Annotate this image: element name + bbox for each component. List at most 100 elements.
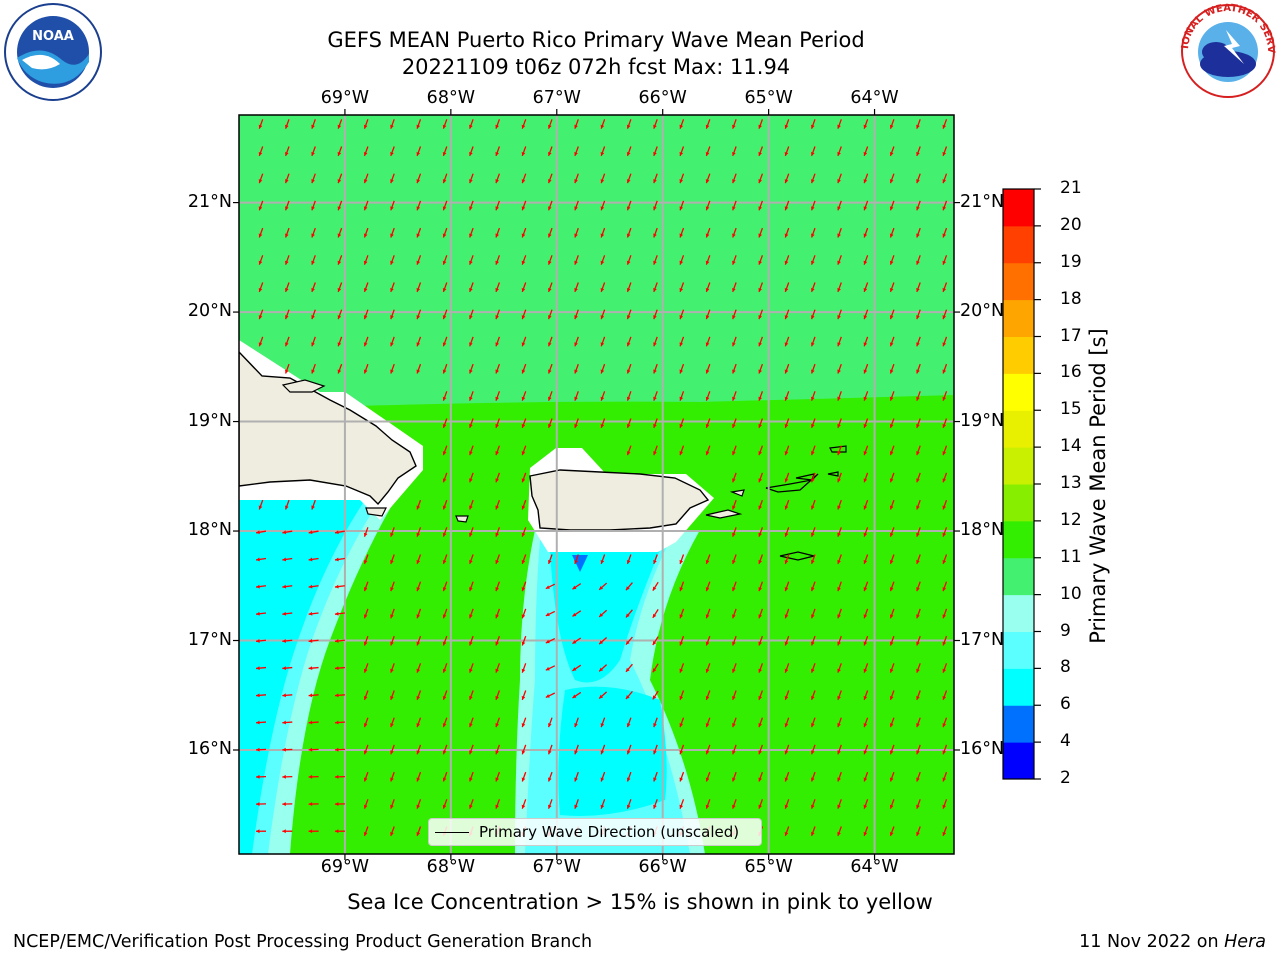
wave-arrow [442,336,448,347]
colorbar-tick-label: 18 [1060,288,1082,309]
wave-arrow [626,146,632,157]
wave-arrow [889,771,895,782]
wave-arrow [810,146,816,157]
wave-arrow [572,691,582,699]
wave-arrow [521,499,527,510]
wave-arrow [863,173,869,184]
wave-arrow [916,445,921,456]
wave-arrow [810,581,816,592]
wave-arrow [390,527,395,537]
wave-arrow [653,309,658,320]
wave-arrow [942,527,948,537]
wave-arrow [732,418,737,429]
wave-arrow [625,609,633,618]
wave-arrow [416,227,422,238]
wave-arrow [521,173,527,184]
wave-arrow [390,608,395,619]
wave-arrow [837,581,842,592]
wave-arrow [889,255,895,265]
wave-arrow [916,336,921,347]
wave-arrow [889,499,895,510]
wave-arrow [758,554,764,565]
wave-arrow [416,363,422,374]
tortuga-island [281,379,326,393]
wave-arrow [572,664,582,672]
wave-arrow [916,663,921,673]
wave-arrow [810,445,816,456]
wave-arrow [390,581,395,592]
colorbar-tick-label: 17 [1060,325,1082,346]
wave-arrow [705,336,711,347]
lon-label-bottom: 64°W [850,857,899,877]
wave-arrow [363,119,369,129]
wave-arrow [942,282,948,293]
wave-arrow [311,119,316,129]
wave-arrow [390,826,395,837]
wave-arrow [705,554,711,565]
wave-arrow [863,771,869,782]
wave-arrow [625,636,633,646]
wave-arrow [545,638,556,644]
wave-arrow [679,608,685,619]
wave-arrow [626,771,632,782]
wave-arrow [258,173,264,184]
wave-arrow [916,146,921,157]
wave-arrow [495,527,501,537]
colorbar-segment [1003,225,1034,264]
axis-ticks [233,109,960,860]
wave-arrow [784,663,790,673]
wave-arrow [308,584,319,589]
lon-label-top: 68°W [426,88,476,108]
wave-arrow [416,635,422,646]
lon-label-top: 64°W [850,88,899,108]
wave-arrow [442,635,448,646]
wave-arrow [547,282,553,293]
wave-arrow [574,799,579,809]
wave-arrow [652,581,659,591]
wave-arrow [416,690,422,701]
colorbar-segment [1003,484,1034,522]
wave-arrow [574,309,579,320]
wave-arrow [705,418,711,429]
wave-arrow [363,227,369,238]
wave-arrow [547,771,553,782]
wave-arrow [442,499,448,510]
lon-label-top: 69°W [320,88,370,108]
wave-arrow [653,336,658,347]
wave-arrow [282,557,293,562]
wave-arrow [732,309,737,320]
wave-arrow [469,309,474,320]
wave-arrow [363,363,369,374]
wave-arrow [574,255,579,265]
wave-arrow [889,472,895,483]
wave-arrow [255,720,267,725]
wave-arrow [837,527,842,537]
wave-arrow [758,363,764,374]
wave-arrow [255,747,267,752]
wave-arrow [547,173,553,184]
wave-arrow [495,499,501,510]
wave-arrow [495,717,501,728]
wave-arrow [705,391,711,401]
wave-arrow [784,146,790,157]
wave-arrow [705,146,711,157]
wave-arrow [784,363,790,374]
wave-arrow [810,690,816,701]
wave-arrow [284,146,290,157]
wave-arrow [732,255,737,265]
wave-arrow [442,445,448,456]
wave-arrow [390,336,395,347]
wave-arrow [837,690,842,701]
wave-arrow [784,472,790,483]
west-period-6-8-band [239,500,365,854]
wave-arrow [679,554,685,565]
colorbar-segment [1003,742,1034,780]
wave-arrow [863,336,869,347]
wave-arrow [284,282,290,293]
wave-arrow [311,173,316,184]
colorbar-tick-label: 13 [1060,473,1082,493]
wave-arrow [521,363,527,374]
lon-label-bottom: 68°W [426,857,476,877]
wave-arrow [653,200,658,211]
wave-arrow [758,309,764,320]
